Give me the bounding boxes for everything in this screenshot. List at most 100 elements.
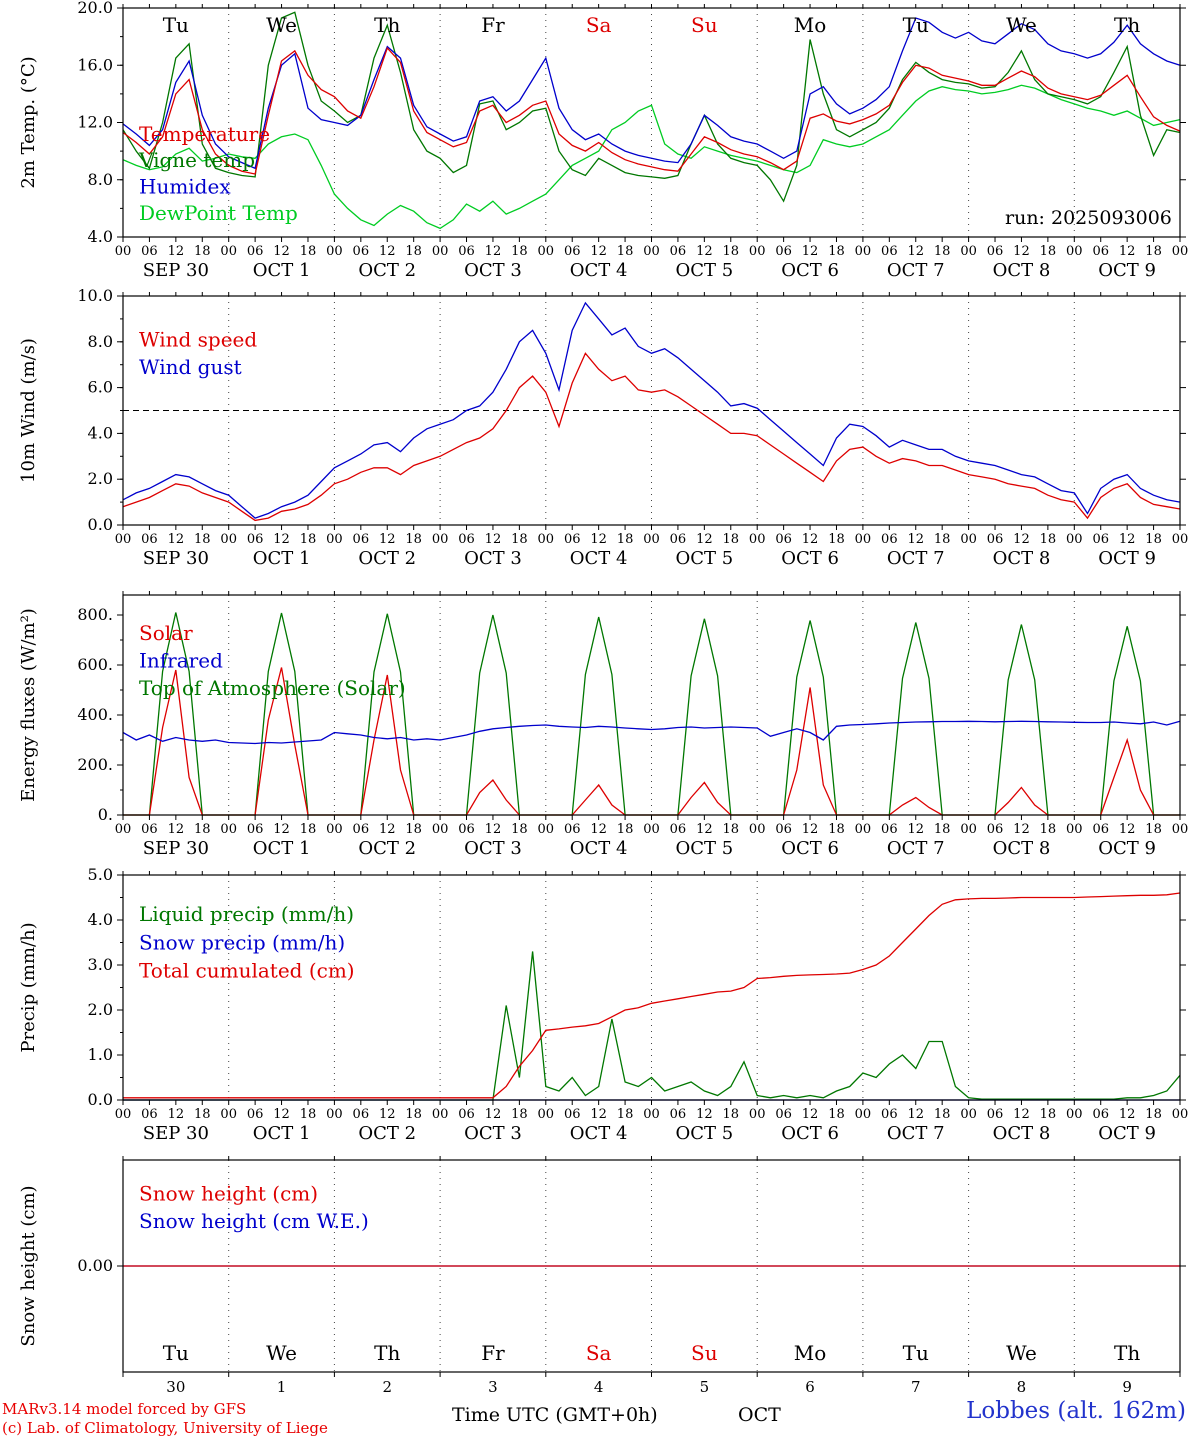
y-axis-title: Energy fluxes (W/m²) [18, 608, 39, 802]
y-tick-label: 4.0 [88, 227, 113, 246]
date-label: OCT 6 [781, 548, 839, 569]
hour-tick-label: 00 [643, 1107, 660, 1122]
hour-tick-label: 18 [1145, 1107, 1162, 1122]
date-label: OCT 8 [993, 548, 1051, 569]
hour-tick-label: 12 [696, 244, 713, 259]
hour-tick-label: 00 [432, 822, 449, 837]
hour-tick-label: 06 [987, 822, 1004, 837]
hour-tick-label: 12 [379, 244, 396, 259]
hour-tick-label: 00 [326, 532, 343, 547]
y-axis-title: Precip (mm/h) [18, 922, 39, 1052]
date-label: OCT 1 [253, 838, 311, 859]
hour-tick-label: 12 [485, 1107, 502, 1122]
date-label: OCT 5 [675, 548, 733, 569]
hour-tick-label: 00 [220, 244, 237, 259]
hour-tick-label: 00 [960, 1107, 977, 1122]
day-name-label: We [1006, 13, 1037, 37]
date-label: OCT 2 [358, 548, 416, 569]
hour-tick-label: 12 [168, 532, 185, 547]
date-number-label: 1 [277, 1378, 287, 1396]
y-tick-label: 0.0 [88, 1090, 113, 1109]
legend-dewpoint-temp: DewPoint Temp [139, 201, 298, 225]
day-name-label: Fr [481, 13, 505, 37]
hour-tick-label: 12 [273, 822, 290, 837]
energy-flux-panel: 00 06 12 18 00 06 12 18 00 06 12 18 00 06 12 18 00 06 12 18… [18, 591, 1188, 859]
hour-tick-label: 06 [353, 244, 370, 259]
hour-tick-label: 18 [300, 822, 317, 837]
hour-tick-label: 06 [881, 822, 898, 837]
hour-tick-label: 06 [670, 822, 687, 837]
date-label: OCT 9 [1098, 260, 1156, 281]
hour-tick-label: 18 [1145, 244, 1162, 259]
hour-tick-label: 00 [643, 532, 660, 547]
hour-tick-label: 06 [881, 1107, 898, 1122]
hour-tick-label: 18 [1145, 822, 1162, 837]
hour-tick-label: 12 [1013, 822, 1030, 837]
hour-tick-label: 18 [617, 822, 634, 837]
hour-tick-label: 00 [326, 244, 343, 259]
date-label: OCT 9 [1098, 838, 1156, 859]
legend-vigne-temp: Vigne temp [138, 148, 255, 172]
y-tick-label: 16.0 [77, 55, 113, 74]
legend-total-cumulated-cm: Total cumulated (cm) [139, 958, 355, 982]
legend-snow-precip-mm-h: Snow precip (mm/h) [139, 930, 345, 954]
hour-tick-label: 12 [1119, 1107, 1136, 1122]
hour-tick-label: 18 [723, 1107, 740, 1122]
date-label: OCT 3 [464, 548, 522, 569]
date-number-label: 2 [382, 1378, 392, 1396]
day-name-label: Th [1114, 1341, 1140, 1365]
date-label: OCT 3 [464, 260, 522, 281]
y-tick-label: 12.0 [77, 113, 113, 132]
day-name-label: Th [374, 13, 400, 37]
dewpoint-temp-line [122, 84, 1181, 230]
day-name-label: Mo [794, 13, 827, 37]
hour-tick-label: 06 [1092, 822, 1109, 837]
top-of-atmosphere-solar-line [123, 612, 1180, 816]
hour-tick-label: 12 [802, 244, 819, 259]
hour-tick-label: 06 [670, 244, 687, 259]
hour-tick-label: 06 [987, 1107, 1004, 1122]
hour-tick-label: 00 [115, 244, 132, 259]
hour-tick-label: 18 [1040, 822, 1057, 837]
hour-tick-label: 00 [115, 822, 132, 837]
hour-tick-label: 00 [749, 244, 766, 259]
hour-tick-label: 00 [1066, 1107, 1083, 1122]
hour-tick-label: 18 [828, 1107, 845, 1122]
hour-tick-label: 18 [1145, 532, 1162, 547]
hour-tick-label: 12 [696, 532, 713, 547]
hour-tick-label: 00 [1066, 532, 1083, 547]
date-number-label: 7 [911, 1378, 921, 1396]
legend-wind-speed: Wind speed [139, 327, 257, 351]
y-tick-label: 6.0 [88, 378, 113, 397]
hour-tick-label: 18 [511, 1107, 528, 1122]
hour-tick-label: 00 [1066, 244, 1083, 259]
date-label: OCT 1 [253, 1123, 311, 1144]
date-label: OCT 4 [570, 260, 628, 281]
date-number-label: 9 [1122, 1378, 1132, 1396]
hour-tick-label: 00 [855, 822, 872, 837]
hour-tick-label: 12 [590, 532, 607, 547]
month-label: OCT [738, 1404, 781, 1426]
legend-snow-height-cm: Snow height (cm) [139, 1181, 318, 1205]
day-name-label: Fr [481, 1341, 505, 1365]
date-label: OCT 6 [781, 260, 839, 281]
hour-tick-label: 00 [749, 822, 766, 837]
hour-tick-label: 18 [828, 532, 845, 547]
hour-tick-label: 12 [485, 822, 502, 837]
hour-tick-label: 06 [775, 822, 792, 837]
hour-tick-label: 12 [485, 244, 502, 259]
y-tick-label: 8.0 [88, 332, 113, 351]
date-label: SEP 30 [143, 548, 209, 569]
date-label: OCT 7 [887, 838, 945, 859]
hour-tick-label: 00 [1172, 244, 1189, 259]
hour-tick-label: 18 [934, 1107, 951, 1122]
legend-top-of-atmosphere-solar: Top of Atmosphere (Solar) [139, 676, 406, 700]
hour-tick-label: 18 [300, 1107, 317, 1122]
legend-temperature: Temperature [139, 122, 270, 146]
hour-tick-label: 06 [775, 1107, 792, 1122]
hour-tick-label: 18 [934, 822, 951, 837]
x-axis-title: Time UTC (GMT+0h) [452, 1404, 658, 1426]
day-name-label: Tu [163, 1341, 189, 1365]
date-label: OCT 5 [675, 260, 733, 281]
